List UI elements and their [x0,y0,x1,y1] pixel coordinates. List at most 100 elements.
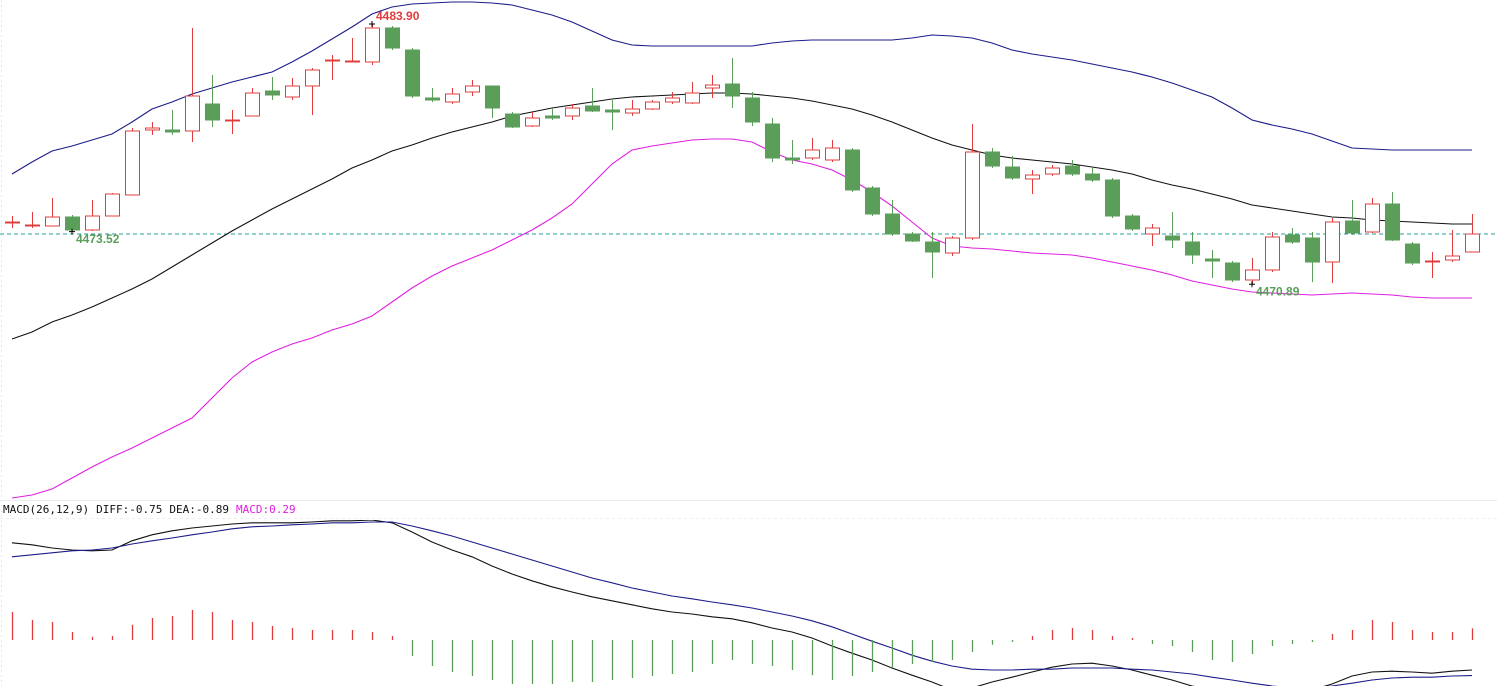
candle-body [1465,233,1480,253]
candle-body [165,129,180,133]
candle-body [905,233,920,242]
candle-body [545,115,560,119]
candle-body [1425,260,1440,263]
legend-sep: : [189,503,196,516]
candle-body [1345,220,1360,234]
candle-body [1045,167,1060,175]
candle-body [1085,173,1100,181]
legend-sep: : [123,503,130,516]
legend-name: DIFF [96,503,123,516]
candle-body [825,147,840,161]
candle-body [445,93,460,103]
candle-body [1125,215,1140,230]
candle-body [465,85,480,93]
band-line [11,138,1472,499]
candle-body [425,97,440,101]
band-line [11,1,1472,175]
candle-body [65,216,80,231]
candle-body [1145,227,1160,235]
legend-value: 0.29 [269,503,296,516]
candle-body [1165,235,1180,241]
candle-body [1305,237,1320,263]
candle-body [245,92,260,117]
macd-label: MACD(26,12,9) [3,503,89,516]
candle-body [525,117,540,127]
candle-body [565,107,580,117]
candle-body [885,213,900,235]
extreme-marker [369,21,375,27]
candle-body [205,103,220,121]
band-line [11,92,1472,340]
candle-body [665,97,680,103]
extreme-marker [1249,281,1255,288]
extreme-marker [69,228,75,235]
candle-body [5,221,20,224]
candle-body [1445,255,1460,261]
candle-body [405,49,420,97]
candle-body [745,97,760,123]
candle-body [185,95,200,132]
candle-body [45,216,60,227]
price-panel [0,1,1497,499]
candle-body [125,130,140,196]
candle-body [805,149,820,159]
candle-body [1285,234,1300,243]
candle-body [325,59,340,62]
candle-body [765,123,780,159]
candle-body [1205,258,1220,262]
candle-body [485,85,500,109]
candle-body [985,151,1000,167]
candle-body [385,27,400,49]
candle-body [1185,241,1200,256]
candle-body [605,109,620,113]
candle-body [145,127,160,131]
candle-body [365,27,380,63]
candle-body [305,69,320,87]
candle-body [845,149,860,191]
candle-body [625,108,640,114]
candle-body [1065,165,1080,175]
candle-body [1025,174,1040,180]
macd-line [11,521,1473,686]
candle-body [225,119,240,122]
extreme-label: 4470.89 [1256,284,1300,298]
candle-body [705,84,720,89]
candle-body [645,101,660,110]
candle-body [865,187,880,215]
legend-name: DEA [169,503,189,516]
extreme-label: 4473.52 [76,232,120,246]
legend-name: MACD [236,503,263,516]
candle-body [505,113,520,128]
candle-body [965,151,980,239]
candle-body [585,105,600,112]
candle-body [1245,269,1260,281]
candle-body [1385,203,1400,241]
candle-body [785,157,800,161]
candle-body [265,90,280,96]
candle-body [285,85,300,98]
candle-body [1365,203,1380,233]
macd-line [11,520,1473,686]
candle-body [1265,236,1280,271]
candle-body [1225,262,1240,281]
candle-body [1405,243,1420,264]
candle-body [685,92,700,104]
legend-value: -0.89 [196,503,229,516]
candle-body [85,215,100,231]
legend-sep: : [262,503,269,516]
candle-body [1325,221,1340,263]
candle-body [345,60,360,63]
candle-body [1005,166,1020,179]
candle-body [725,83,740,97]
macd-header: MACD(26,12,9) DIFF:-0.75 DEA:-0.89 MACD:0.2… [3,503,296,516]
legend-value: -0.75 [129,503,162,516]
candle-body [25,224,40,227]
annotations: 4483.90 4473.52 4470.89 [69,9,1300,298]
macd-panel [11,520,1474,686]
candle-body [945,237,960,254]
candle-body [1105,179,1120,217]
candle-body [925,241,940,253]
candle-body [105,193,120,217]
